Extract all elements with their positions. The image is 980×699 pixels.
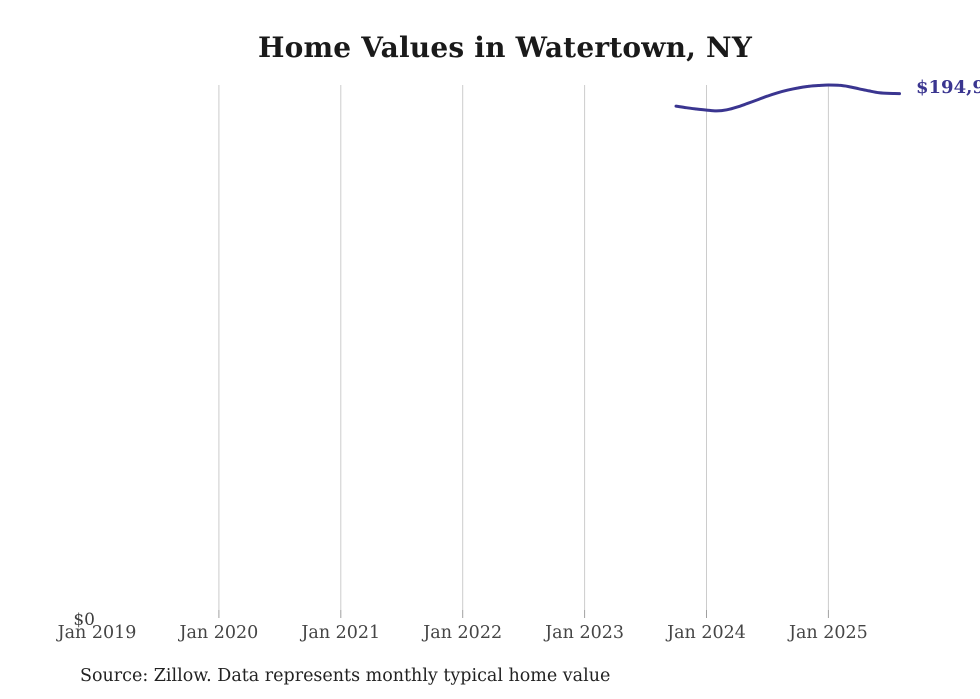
axis-ticks-group: [218, 610, 829, 618]
x-axis-label: Jan 2019: [57, 623, 137, 643]
x-axis-label: Jan 2021: [301, 623, 381, 643]
series-end-value-label: $194,93: [916, 77, 980, 98]
chart-title: Home Values in Watertown, NY: [257, 31, 753, 64]
x-axis-label: Jan 2024: [667, 623, 746, 643]
y-axis-zero-label: $0: [73, 610, 95, 630]
x-axis-label: Jan 2022: [423, 623, 503, 643]
series-line: [674, 83, 901, 113]
x-axis-label: Jan 2025: [788, 623, 868, 643]
gridlines-group: [218, 85, 829, 610]
x-axis-label: Jan 2023: [545, 623, 624, 643]
x-axis-label: Jan 2020: [179, 623, 259, 643]
source-note: Source: Zillow. Data represents monthly …: [80, 666, 611, 686]
